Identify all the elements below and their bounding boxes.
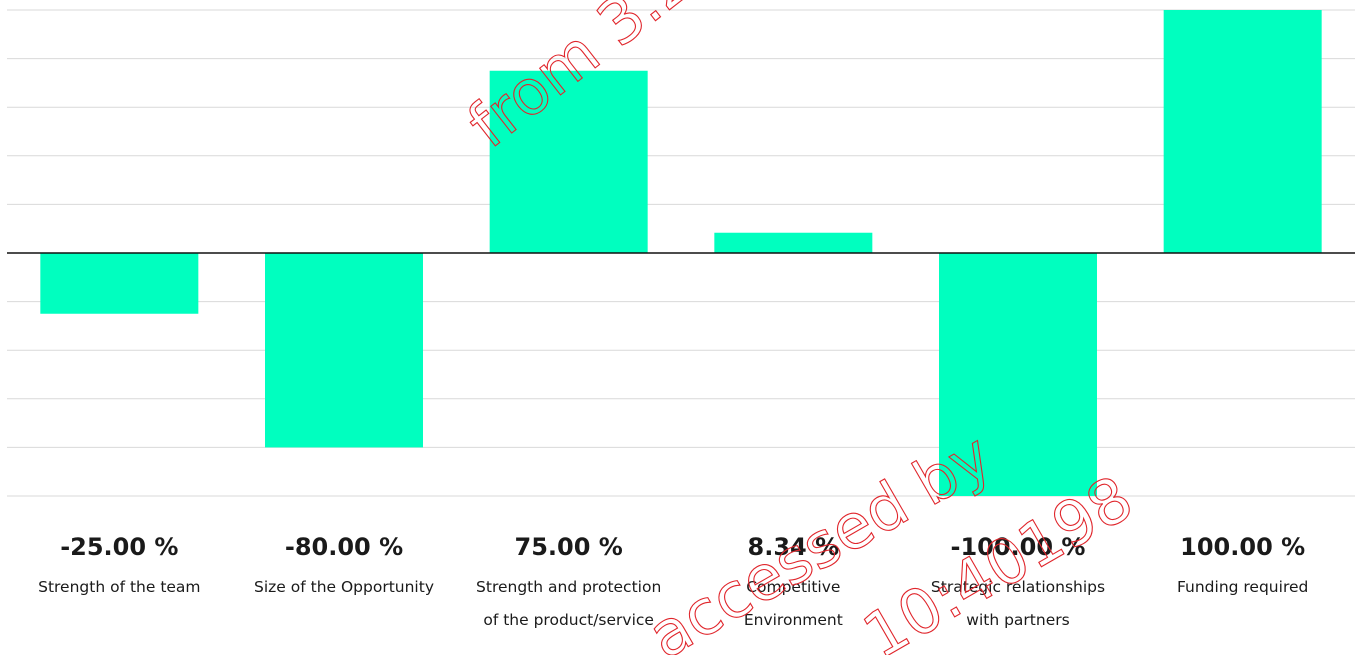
- bar: [489, 70, 648, 253]
- category-label-line: with partners: [966, 611, 1069, 629]
- category-label: Funding required: [1177, 578, 1308, 596]
- bar: [1163, 10, 1322, 253]
- category-label: Competitive Environment: [744, 578, 843, 629]
- category-label-line: Strategic relationships: [931, 578, 1105, 596]
- category-label: Size of the Opportunity: [254, 578, 434, 596]
- value-label: 100.00 %: [1180, 533, 1305, 561]
- bar: [40, 253, 199, 314]
- category-label-line: of the product/service: [483, 611, 654, 629]
- gridlines: [7, 9, 1355, 497]
- bar: [714, 232, 873, 253]
- category-label: Strength of the team: [38, 578, 200, 596]
- category-label: Strength and protection of the product/se…: [476, 578, 661, 629]
- value-label: 8.34 %: [748, 533, 840, 561]
- bars: [40, 10, 1322, 496]
- value-label: -25.00 %: [60, 533, 178, 561]
- bar: [265, 253, 423, 448]
- category-label-line: Environment: [744, 611, 843, 629]
- category-labels: Strength of the team Size of the Opportun…: [38, 578, 1308, 629]
- value-label: -80.00 %: [285, 533, 403, 561]
- bar: [939, 253, 1097, 496]
- value-labels: -25.00 % -80.00 % 75.00 % 8.34 % -100.00 % 10…: [60, 533, 1305, 561]
- value-label: -100.00 %: [951, 533, 1086, 561]
- category-label-line: Size of the Opportunity: [254, 578, 434, 596]
- category-label-line: Funding required: [1177, 578, 1308, 596]
- category-label-line: Strength and protection: [476, 578, 661, 596]
- category-label-line: Strength of the team: [38, 578, 200, 596]
- category-label-line: Competitive: [746, 578, 840, 596]
- value-label: 75.00 %: [515, 533, 623, 561]
- category-label: Strategic relationships with partners: [931, 578, 1105, 629]
